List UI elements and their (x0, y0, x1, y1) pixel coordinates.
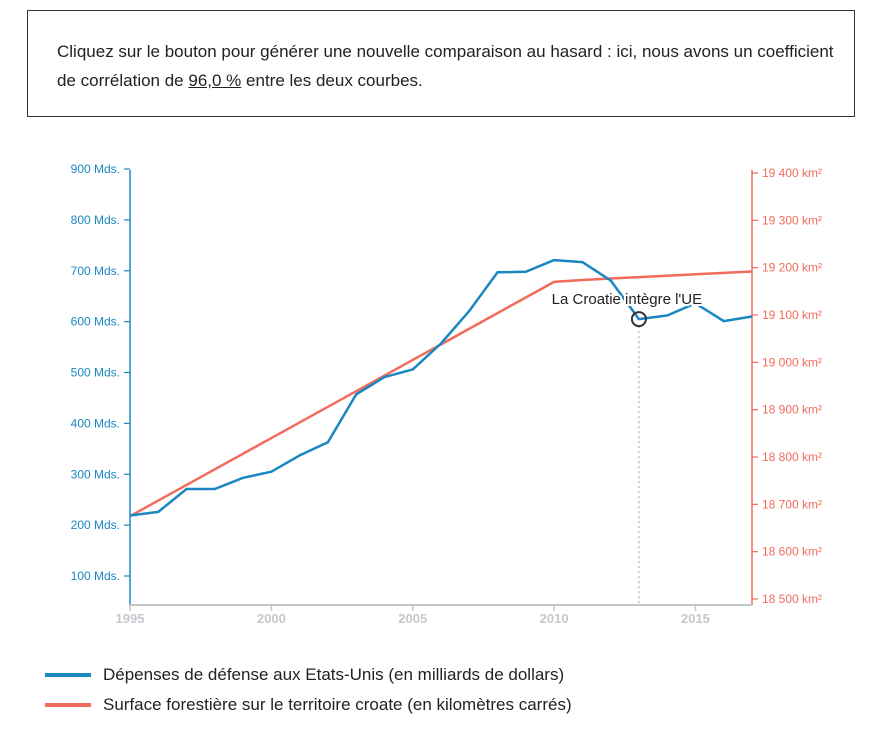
series-line-us-defense (129, 258, 753, 517)
legend-swatch-us-defense (45, 673, 91, 677)
right-y-tick-label: 18 600 km² (762, 545, 822, 559)
legend-label-us-defense: Dépenses de défense aux Etats-Unis (en m… (103, 665, 565, 684)
x-tick-label: 2000 (257, 611, 286, 626)
right-y-tick-label: 18 700 km² (762, 497, 822, 511)
series-line-croatia-forest (129, 270, 753, 518)
left-y-tick-label: 900 Mds. (71, 162, 120, 176)
info-box: Cliquez sur le bouton pour générer une n… (27, 10, 855, 117)
left-y-tick-label: 100 Mds. (71, 569, 120, 583)
x-tick-label: 2015 (681, 611, 710, 626)
annotation-marker (630, 311, 647, 328)
info-text: Cliquez sur le bouton pour générer une n… (57, 37, 837, 95)
right-y-tick-label: 18 500 km² (762, 592, 822, 606)
right-y-tick-label: 19 000 km² (762, 355, 822, 369)
legend-item-croatia-forest: Surface forestière sur le territoire cro… (45, 690, 572, 720)
correlation-percentage: 96,0 % (188, 71, 242, 90)
x-tick-label: 2005 (398, 611, 427, 626)
legend-label-croatia-forest: Surface forestière sur le territoire cro… (103, 695, 572, 714)
left-y-tick-label: 400 Mds. (71, 416, 120, 430)
x-tick-label: 1995 (116, 611, 145, 626)
left-y-tick-label: 600 Mds. (71, 315, 120, 329)
info-text-after: entre les deux courbes. (241, 71, 423, 90)
right-y-tick-label: 19 200 km² (762, 261, 822, 275)
right-y-tick-label: 19 400 km² (762, 166, 822, 180)
left-y-tick-label: 500 Mds. (71, 366, 120, 380)
right-y-tick-label: 18 800 km² (762, 450, 822, 464)
left-y-tick-label: 700 Mds. (71, 264, 120, 278)
left-y-tick-label: 300 Mds. (71, 467, 120, 481)
annotation-label: La Croatie intègre l'UE (552, 291, 702, 308)
info-text-before: Cliquez sur le bouton pour générer une n… (57, 42, 834, 90)
left-y-tick-label: 800 Mds. (71, 213, 120, 227)
legend-item-us-defense: Dépenses de défense aux Etats-Unis (en m… (45, 660, 572, 690)
legend: Dépenses de défense aux Etats-Unis (en m… (45, 660, 572, 720)
correlation-chart: 100 Mds. 200 Mds. 300 Mds. 400 Mds. 500 Mds.… (71, 162, 822, 626)
left-y-tick-label: 200 Mds. (71, 518, 120, 532)
legend-swatch-croatia-forest (45, 703, 91, 707)
right-y-tick-label: 19 300 km² (762, 213, 822, 227)
x-tick-label: 2010 (540, 611, 569, 626)
right-y-tick-label: 18 900 km² (762, 403, 822, 417)
right-y-tick-label: 19 100 km² (762, 308, 822, 322)
